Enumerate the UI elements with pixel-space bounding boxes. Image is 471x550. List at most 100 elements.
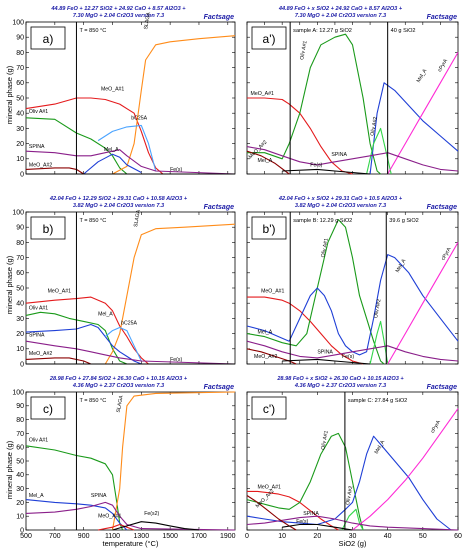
series-label: Fe(s)	[310, 162, 322, 168]
series-label: Oliv A#1	[320, 238, 329, 258]
series-label: SLAGA	[143, 11, 152, 30]
y-tick-label: 20	[16, 500, 24, 507]
x-tick-label: 60	[454, 533, 462, 540]
y-tick-label: 0	[20, 171, 24, 178]
chart-panel-a2: 44.89 FeO + x SiO2 + 24.92 CaO + 8.57 Al…	[246, 6, 459, 175]
y-tick-label: 40	[16, 472, 24, 479]
x-tick-label: 1700	[191, 533, 207, 540]
panel-header-line: 28.98 FeO + x SiO2 + 26.30 CaO + 10.15 A…	[276, 376, 404, 382]
series-label: Fe(s)	[170, 357, 182, 363]
series-line-oliv-a-2	[369, 320, 389, 365]
series-line-spina	[246, 146, 459, 172]
series-label: bC25A	[131, 115, 147, 121]
series-line-meo-a-2	[25, 167, 84, 175]
series-label: Fe(s)	[342, 354, 354, 360]
x-tick-label: 1300	[134, 533, 150, 540]
panel-header-line: 42.04 FeO + 12.29 SiO2 + 29.31 CaO + 10.…	[49, 196, 188, 202]
y-tick-label: 60	[16, 270, 24, 277]
series-line-fe-s-	[282, 523, 353, 531]
series-line-oliv-a-2	[366, 127, 392, 175]
series-line-meo-a-1	[247, 490, 339, 531]
series-label: Oliv A#1	[29, 305, 48, 311]
y-tick-label: 50	[16, 285, 24, 292]
condition-annotation-2: 40 g SiO2	[391, 28, 416, 34]
panel-header-line: 28.98 FeO + 27.84 SiO2 + 26.30 CaO + 10.…	[49, 376, 188, 382]
series-line-meo-a-2	[246, 150, 290, 175]
series-label: Oliv A#2	[345, 485, 354, 505]
series-line-spina	[25, 149, 236, 175]
x-tick-label: 500	[20, 533, 32, 540]
chart-panel-b: 42.04 FeO + 12.29 SiO2 + 29.31 CaO + 10.…	[12, 196, 236, 368]
panel-label: b)	[43, 222, 54, 236]
series-line-bc25a	[104, 326, 142, 362]
y-tick-label: 40	[16, 301, 24, 308]
series-line-spina	[246, 340, 459, 362]
y-tick-label: 50	[16, 458, 24, 465]
y-tick-label: 90	[16, 403, 24, 410]
series-line-meo-a-2	[25, 357, 92, 365]
factsage-logo: Factsage	[427, 14, 457, 21]
x-tick-label: 1500	[162, 533, 178, 540]
series-label: Oliv A#1	[320, 430, 329, 450]
y-tick-label: 10	[16, 514, 24, 521]
panel-header-line: 4.36 MgO + 2.37 Cr2O3 version 7.3	[72, 383, 165, 389]
panel-label-box	[251, 26, 287, 50]
x-tick-label: 1100	[105, 533, 120, 540]
x-tick-label: 50	[419, 533, 427, 540]
panel-label: a')	[263, 32, 276, 46]
series-label: SLAGA	[133, 209, 142, 228]
series-line-cpyra	[387, 52, 459, 175]
panel-label-box	[251, 216, 287, 240]
panel-label-box	[30, 396, 66, 420]
series-label: Mel_A	[98, 311, 113, 317]
y-tick-label: 100	[12, 209, 24, 216]
y-tick-label: 20	[16, 331, 24, 338]
series-line-meo-a-2	[246, 348, 297, 365]
series-line-fe-s-	[282, 358, 371, 365]
y-tick-label: 80	[16, 240, 24, 247]
series-label: SPINA	[331, 152, 347, 158]
y-axis-label-top: mineral phase (g)	[5, 65, 14, 124]
series-label: MeO_A#1	[258, 485, 281, 491]
y-tick-label: 100	[12, 389, 24, 396]
y-tick-label: 10	[16, 346, 24, 353]
series-label: Fe(s)	[170, 167, 182, 173]
panel-label-box	[30, 26, 66, 50]
condition-annotation: sample C: 27.84 g SiO2	[348, 398, 407, 404]
series-line-meo-a-1	[247, 296, 364, 365]
series-label: MeO_A#2	[254, 354, 277, 360]
series-label: SPINA	[29, 144, 45, 150]
series-line-bc25a	[97, 124, 157, 172]
condition-annotation: sample B: 12.29 g SiO2	[293, 218, 352, 224]
y-tick-label: 90	[16, 35, 24, 42]
y-tick-label: 30	[16, 316, 24, 323]
x-tick-label: 700	[49, 533, 61, 540]
panels: 44.89 FeO + 12.27 SiO2 + 24.92 CaO + 8.5…	[12, 6, 462, 548]
series-line-meo-a-1	[25, 97, 164, 175]
y-tick-label: 30	[16, 126, 24, 133]
y-tick-label: 30	[16, 486, 24, 493]
x-tick-label: 1900	[220, 533, 236, 540]
chart-panel-c: 28.98 FeO + 27.84 SiO2 + 26.30 CaO + 10.…	[12, 376, 235, 548]
x-tick-label: 0	[245, 533, 249, 540]
y-tick-label: 100	[12, 19, 24, 26]
series-line-mel-a	[246, 435, 452, 531]
panel-label: c')	[263, 402, 275, 416]
y-tick-label: 70	[16, 65, 24, 72]
chart-panel-b2: 42.04 FeO + x SiO2 + 29.31 CaO + 10.5 Al…	[246, 196, 459, 365]
condition-annotation: sample A: 12.27 g SiO2	[293, 28, 352, 34]
series-label: Fe(s2)	[144, 511, 159, 517]
panel-header-line: 7.30 MgO + 2.04 Cr2O3 version 7.3	[73, 13, 165, 19]
y-tick-label: 70	[16, 431, 24, 438]
y-axis-label-mid: mineral phase (g)	[5, 255, 14, 314]
series-label: Fe(s)	[296, 519, 308, 525]
series-label: Oliv A#1	[29, 109, 48, 115]
factsage-logo: Factsage	[427, 204, 457, 211]
series-label: Mel_A	[258, 158, 273, 164]
panel-header-line: 3.82 MgO + 2.04 Cr2O3 version 7.3	[295, 203, 387, 209]
series-label: MeO_A#1	[261, 289, 284, 295]
y-tick-label: 40	[16, 111, 24, 118]
factsage-logo: Factsage	[204, 204, 234, 211]
panel-label: b')	[263, 222, 276, 236]
